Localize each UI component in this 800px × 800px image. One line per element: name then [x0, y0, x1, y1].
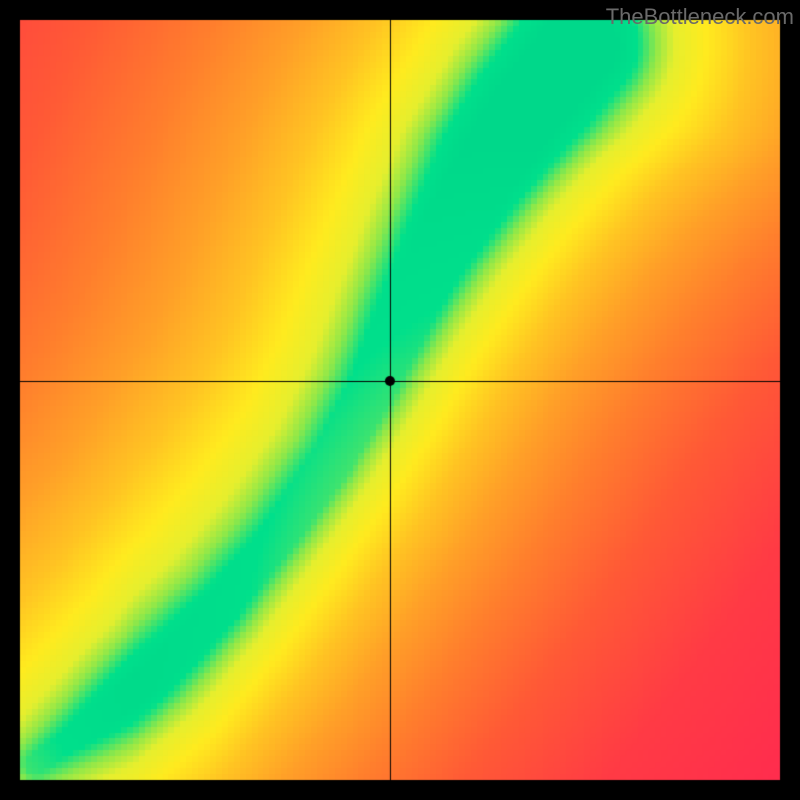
figure-container: TheBottleneck.com: [0, 0, 800, 800]
bottleneck-heatmap: [0, 0, 800, 800]
